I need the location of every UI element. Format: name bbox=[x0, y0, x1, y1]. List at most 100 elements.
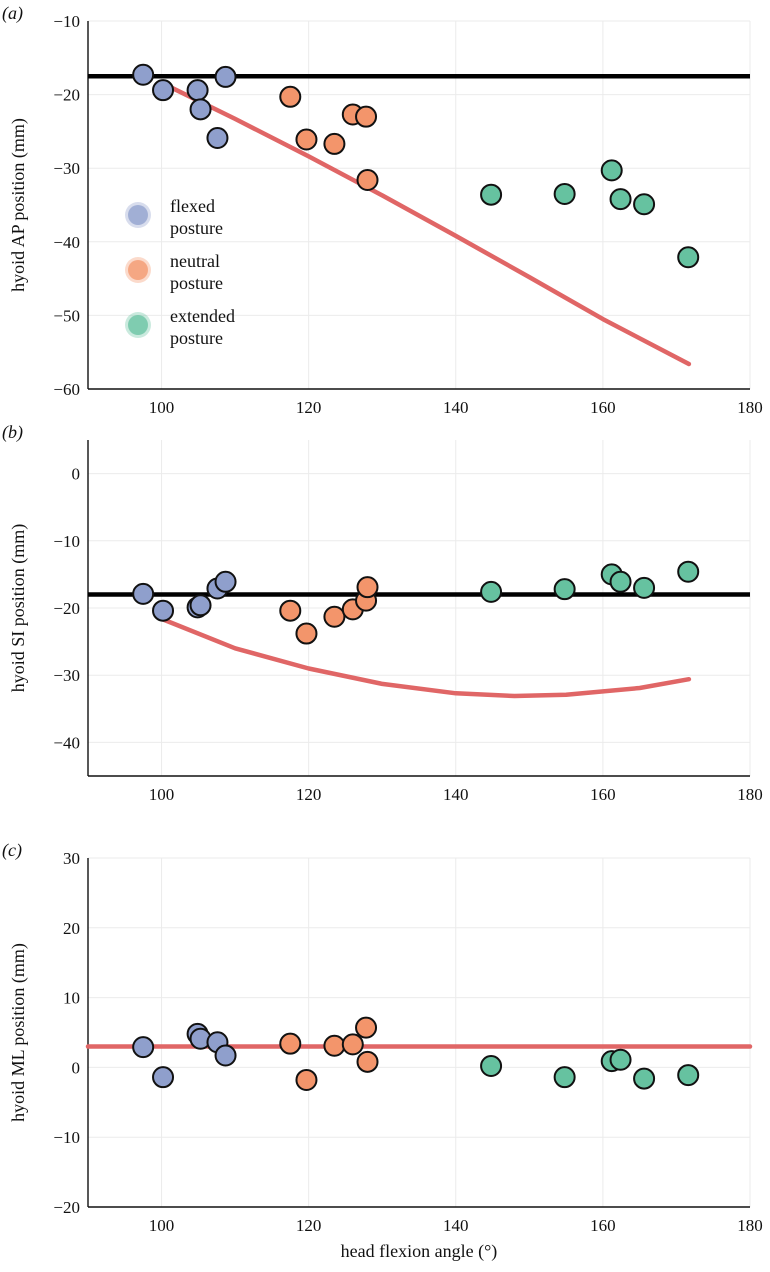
x-tick-label: 160 bbox=[590, 398, 616, 417]
series-flexed bbox=[132, 570, 237, 622]
x-tick-label: 100 bbox=[149, 785, 175, 804]
y-tick-label: −10 bbox=[53, 12, 80, 31]
data-point bbox=[633, 576, 656, 599]
data-point bbox=[356, 576, 379, 599]
y-tick-label: −10 bbox=[53, 1128, 80, 1147]
legend-label: neutral bbox=[170, 251, 220, 271]
y-tick-label: 30 bbox=[63, 849, 80, 868]
fit-line bbox=[155, 615, 692, 699]
x-tick-label: 120 bbox=[296, 1216, 322, 1235]
x-tick-label: 140 bbox=[443, 1216, 469, 1235]
y-tick-label: 0 bbox=[72, 1058, 81, 1077]
x-tick-label: 180 bbox=[737, 1216, 763, 1235]
data-point bbox=[356, 1050, 379, 1073]
data-point bbox=[355, 1016, 378, 1039]
x-tick-label: 160 bbox=[590, 785, 616, 804]
legend-label: flexed bbox=[170, 196, 215, 216]
x-axis-title: head flexion angle (°) bbox=[341, 1241, 498, 1262]
y-axis-title: hyoid AP position (mm) bbox=[8, 118, 29, 292]
data-point bbox=[553, 578, 576, 601]
y-tick-label: −20 bbox=[53, 86, 80, 105]
data-point bbox=[295, 1068, 318, 1091]
y-tick-label: −30 bbox=[53, 666, 80, 685]
data-point bbox=[206, 127, 229, 150]
data-point bbox=[677, 1064, 700, 1087]
data-point bbox=[279, 599, 302, 622]
data-point bbox=[633, 1067, 656, 1090]
data-point bbox=[480, 580, 503, 603]
data-point bbox=[189, 594, 212, 617]
data-point bbox=[356, 168, 379, 191]
data-point bbox=[295, 128, 318, 151]
data-point bbox=[355, 105, 378, 128]
data-point bbox=[553, 182, 576, 205]
data-point bbox=[279, 1032, 302, 1055]
y-axis-title: hyoid SI position (mm) bbox=[8, 524, 29, 693]
x-tick-label: 140 bbox=[443, 398, 469, 417]
series-neutral bbox=[279, 1016, 379, 1091]
series-neutral bbox=[279, 576, 379, 645]
fit-line bbox=[159, 80, 692, 367]
panel-label: (a) bbox=[2, 3, 23, 24]
y-tick-label: −40 bbox=[53, 233, 80, 252]
chart-panel-1: 100 120 140 160 180 −60 −50 −40 −30 −20 −10 hyoid A… bbox=[2, 3, 763, 417]
series-flexed bbox=[132, 1022, 237, 1089]
chart-panel-3: 100 120 140 160 180 −20 −10 0 10 20 30 hyoid ML pos… bbox=[2, 840, 763, 1235]
data-point bbox=[214, 1044, 237, 1067]
series-neutral bbox=[279, 85, 379, 191]
data-point bbox=[609, 188, 632, 211]
legend-swatch-icon bbox=[125, 312, 151, 338]
y-tick-label: −30 bbox=[53, 159, 80, 178]
data-point bbox=[152, 599, 175, 622]
y-tick-label: −40 bbox=[53, 733, 80, 752]
data-point bbox=[132, 63, 155, 86]
series-extended bbox=[480, 159, 700, 269]
legend-swatch-icon bbox=[125, 257, 151, 283]
data-point bbox=[609, 570, 632, 593]
x-tick-label: 100 bbox=[149, 1216, 175, 1235]
data-point bbox=[323, 605, 346, 628]
chart-panel-2: 100 120 140 160 180 −40 −30 −20 −10 0 hyoid SI pos… bbox=[2, 422, 763, 804]
legend-label: posture bbox=[170, 273, 223, 293]
legend-swatch-core bbox=[128, 260, 148, 280]
panel-label: (c) bbox=[2, 840, 22, 861]
data-point bbox=[189, 98, 212, 121]
data-point bbox=[633, 193, 656, 216]
legend-label: extended bbox=[170, 306, 235, 326]
series-flexed bbox=[132, 63, 237, 150]
data-point bbox=[186, 79, 209, 102]
data-point bbox=[677, 560, 700, 583]
data-point bbox=[677, 246, 700, 269]
data-point bbox=[480, 183, 503, 206]
data-point bbox=[323, 1034, 346, 1057]
legend-swatch-icon bbox=[125, 202, 151, 228]
data-point bbox=[132, 582, 155, 605]
y-axis-title: hyoid ML position (mm) bbox=[8, 943, 29, 1122]
data-point bbox=[279, 85, 302, 108]
data-point bbox=[152, 1066, 175, 1089]
x-tick-label: 180 bbox=[737, 785, 763, 804]
data-point bbox=[341, 1033, 364, 1056]
x-tick-label: 120 bbox=[296, 398, 322, 417]
data-point bbox=[323, 132, 346, 155]
y-tick-label: −20 bbox=[53, 1198, 80, 1217]
data-point bbox=[480, 1055, 503, 1078]
x-tick-label: 180 bbox=[737, 398, 763, 417]
data-point bbox=[214, 65, 237, 88]
y-tick-label: −60 bbox=[53, 380, 80, 399]
x-tick-label: 100 bbox=[149, 398, 175, 417]
data-point bbox=[132, 1036, 155, 1059]
legend: flexedpostureneutralpostureextendedpostu… bbox=[125, 196, 235, 348]
legend-swatch-core bbox=[128, 205, 148, 225]
data-point bbox=[609, 1048, 632, 1071]
legend-swatch-core bbox=[128, 315, 148, 335]
y-tick-label: 10 bbox=[63, 989, 80, 1008]
panel-label: (b) bbox=[2, 422, 23, 443]
data-point bbox=[214, 570, 237, 593]
y-tick-label: −20 bbox=[53, 599, 80, 618]
x-tick-label: 160 bbox=[590, 1216, 616, 1235]
data-point bbox=[600, 159, 623, 182]
series-extended bbox=[480, 560, 700, 603]
legend-label: posture bbox=[170, 218, 223, 238]
